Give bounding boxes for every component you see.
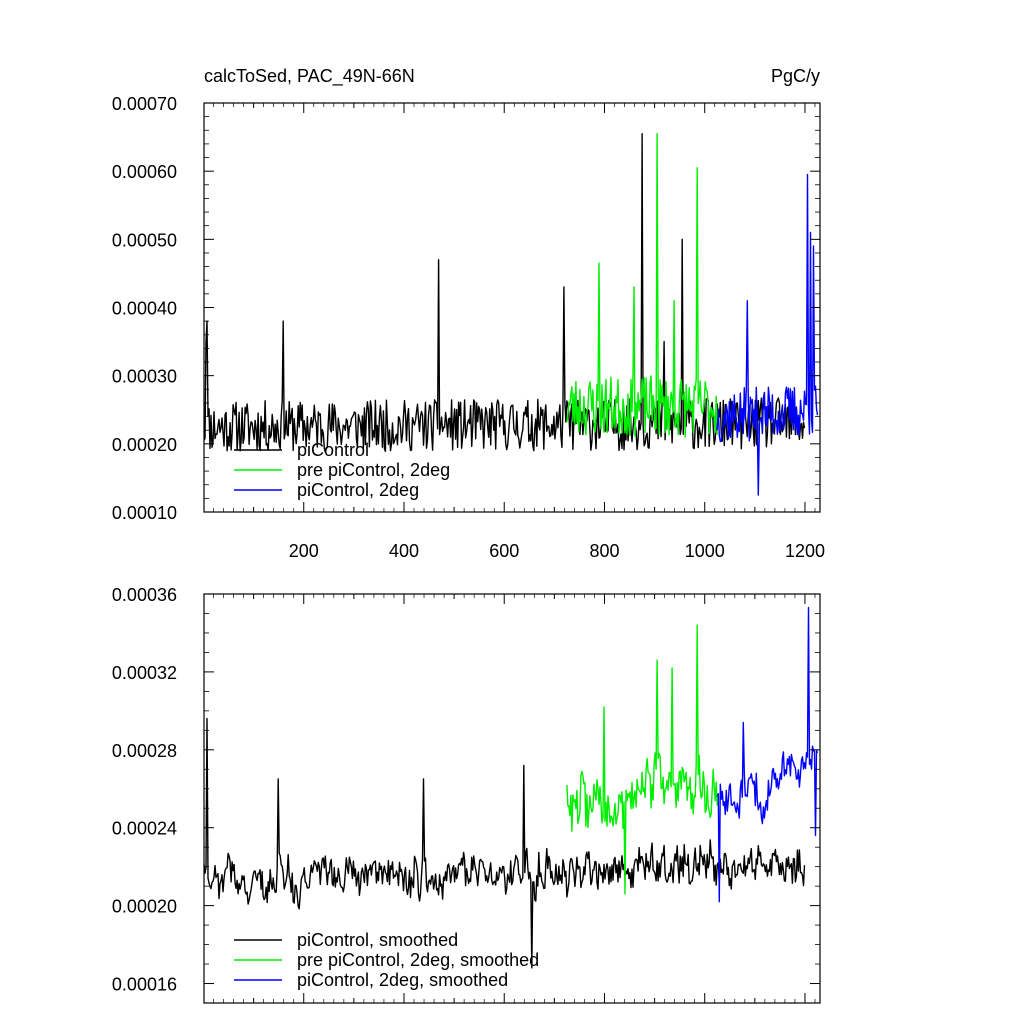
y-tick-label: 0.00070 xyxy=(112,94,177,114)
plot-frame-bottom xyxy=(203,593,821,1004)
legend-label: pre piControl, 2deg, smoothed xyxy=(297,950,539,970)
units-label: PgC/y xyxy=(771,66,820,86)
y-tick-label: 0.00032 xyxy=(112,663,177,683)
x-tick-label: 1000 xyxy=(685,541,725,561)
series-group-top xyxy=(203,133,819,496)
y-tick-label: 0.00028 xyxy=(112,741,177,761)
axis-ticks-top: 0.00010 0.00020 0.00030 0.00040 0.00050 0.000… xyxy=(112,94,825,561)
series-group-bottom xyxy=(203,606,819,969)
legend-label: piControl xyxy=(297,440,369,460)
legend-label: piControl, 2deg xyxy=(297,480,419,500)
x-tick-label: 200 xyxy=(289,541,319,561)
legend-label: piControl, 2deg, smoothed xyxy=(297,970,508,990)
x-tick-label: 1200 xyxy=(785,541,825,561)
legend-label: piControl, smoothed xyxy=(297,930,458,950)
series-line-bottom-0 xyxy=(203,717,806,969)
y-tick-label: 0.00030 xyxy=(112,367,177,387)
x-tick-label: 800 xyxy=(589,541,619,561)
series-line-bottom-1 xyxy=(566,624,718,895)
y-tick-label: 0.00016 xyxy=(112,975,177,995)
panel-bottom: 0.00016 0.00020 0.00024 0.00028 0.00032 0.000… xyxy=(112,585,821,1004)
chart-title: calcToSed, PAC_49N-66N xyxy=(204,66,415,87)
y-tick-label: 0.00040 xyxy=(112,299,177,319)
series-line-bottom-2 xyxy=(716,606,819,903)
legend-label: pre piControl, 2deg xyxy=(297,460,450,480)
panel-top: calcToSed, PAC_49N-66N PgC/y 0.000100.00… xyxy=(112,66,825,561)
series-line-top-0 xyxy=(203,133,806,453)
y-tick-label: 0.00036 xyxy=(112,585,177,605)
series-line-top-2 xyxy=(716,173,819,496)
y-tick-label: 0.00050 xyxy=(112,230,177,250)
y-tick-label: 0.00060 xyxy=(112,162,177,182)
axis-ticks-bottom: 0.00016 0.00020 0.00024 0.00028 0.00032 0.000… xyxy=(112,585,820,1004)
y-tick-label: 0.00020 xyxy=(112,435,177,455)
y-tick-label: 0.00024 xyxy=(112,819,177,839)
y-tick-label: 0.00010 xyxy=(112,503,177,523)
series-line-top-1 xyxy=(566,133,718,438)
y-tick-label: 0.00020 xyxy=(112,897,177,917)
x-tick-label: 400 xyxy=(389,541,419,561)
x-tick-label: 600 xyxy=(489,541,519,561)
